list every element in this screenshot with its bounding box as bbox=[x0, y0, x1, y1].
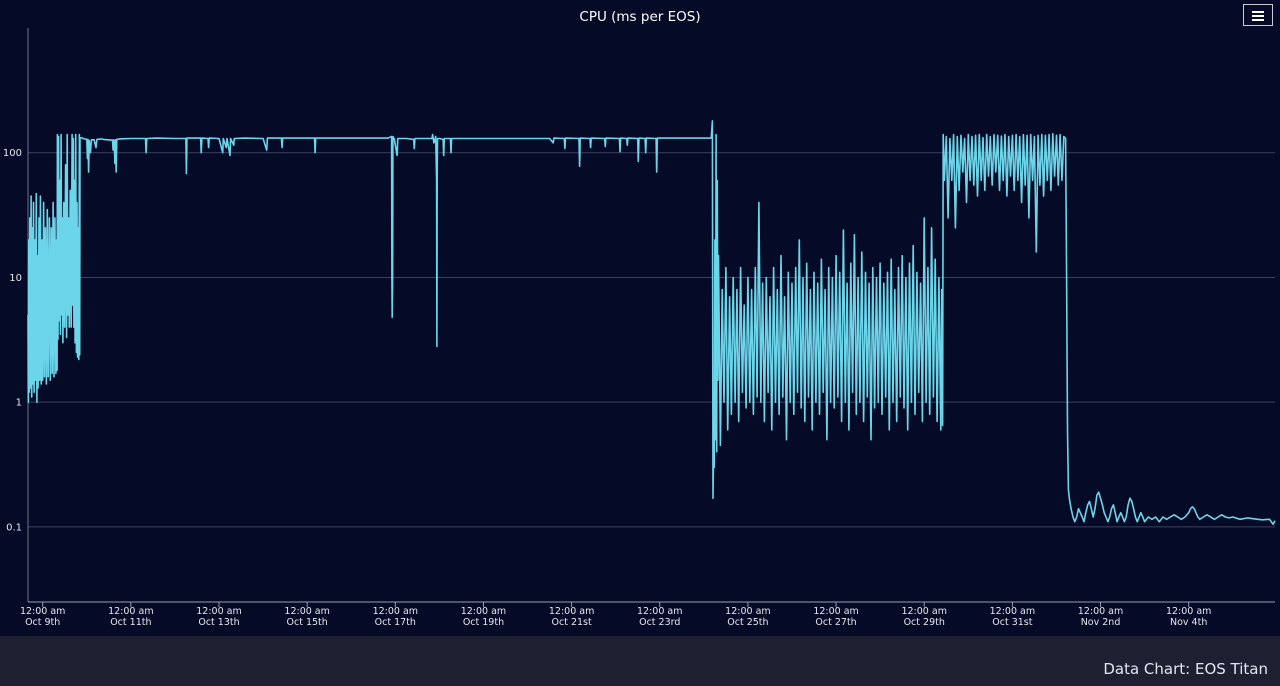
x-tick-time-label: 12:00 am bbox=[549, 606, 594, 617]
y-tick-label: 0.1 bbox=[6, 522, 22, 533]
x-tick-day-label: Oct 15th bbox=[287, 617, 328, 628]
cpu-series-line bbox=[27, 120, 1276, 526]
x-tick-day-label: Oct 23rd bbox=[639, 617, 680, 628]
chart-menu-button[interactable] bbox=[1243, 4, 1273, 26]
x-tick-time-label: 12:00 am bbox=[461, 606, 506, 617]
x-tick-time-label: 12:00 am bbox=[108, 606, 153, 617]
grid-layer bbox=[28, 152, 1275, 528]
hamburger-icon-bar bbox=[1252, 15, 1264, 17]
x-tick-day-label: Oct 29th bbox=[904, 617, 945, 628]
x-tick-time-label: 12:00 am bbox=[813, 606, 858, 617]
x-tick-day-label: Oct 21st bbox=[552, 617, 592, 628]
x-tick-day-label: Oct 9th bbox=[25, 617, 60, 628]
data-source-credit: Data Chart: EOS Titan bbox=[1103, 660, 1268, 678]
x-tick-day-label: Oct 25th bbox=[727, 617, 768, 628]
chart-panel: 0.1 1 10 100 12:00 am Oct 9th 12:00 am Oct 11th… bbox=[0, 0, 1280, 636]
x-tick-day-label: Oct 13th bbox=[198, 617, 239, 628]
y-tick-label: 10 bbox=[9, 273, 22, 284]
x-tick-day-label: Oct 31st bbox=[992, 617, 1032, 628]
x-tick-time-label: 12:00 am bbox=[1078, 606, 1123, 617]
x-tick-time-label: 12:00 am bbox=[901, 606, 946, 617]
x-tick-time-label: 12:00 am bbox=[725, 606, 770, 617]
hamburger-icon bbox=[1252, 11, 1264, 13]
x-tick-time-label: 12:00 am bbox=[1166, 606, 1211, 617]
x-tick-time-label: 12:00 am bbox=[196, 606, 241, 617]
series-layer bbox=[27, 120, 1276, 526]
x-tick-day-label: Nov 2nd bbox=[1081, 617, 1121, 628]
x-tick-day-label: Oct 17th bbox=[375, 617, 416, 628]
chart-title: CPU (ms per EOS) bbox=[579, 9, 700, 25]
x-tick-time-label: 12:00 am bbox=[637, 606, 682, 617]
x-tick-day-label: Oct 19th bbox=[463, 617, 504, 628]
hamburger-icon-bar bbox=[1252, 19, 1264, 21]
x-tick-time-label: 12:00 am bbox=[284, 606, 329, 617]
x-tick-time-label: 12:00 am bbox=[990, 606, 1035, 617]
y-tick-label: 1 bbox=[16, 398, 22, 409]
x-tick-day-label: Nov 4th bbox=[1170, 617, 1207, 628]
y-tick-label: 100 bbox=[3, 148, 22, 159]
x-tick-day-label: Oct 11th bbox=[110, 617, 151, 628]
x-tick-day-label: Oct 27th bbox=[815, 617, 856, 628]
x-tick-time-label: 12:00 am bbox=[20, 606, 65, 617]
x-tick-time-label: 12:00 am bbox=[373, 606, 418, 617]
